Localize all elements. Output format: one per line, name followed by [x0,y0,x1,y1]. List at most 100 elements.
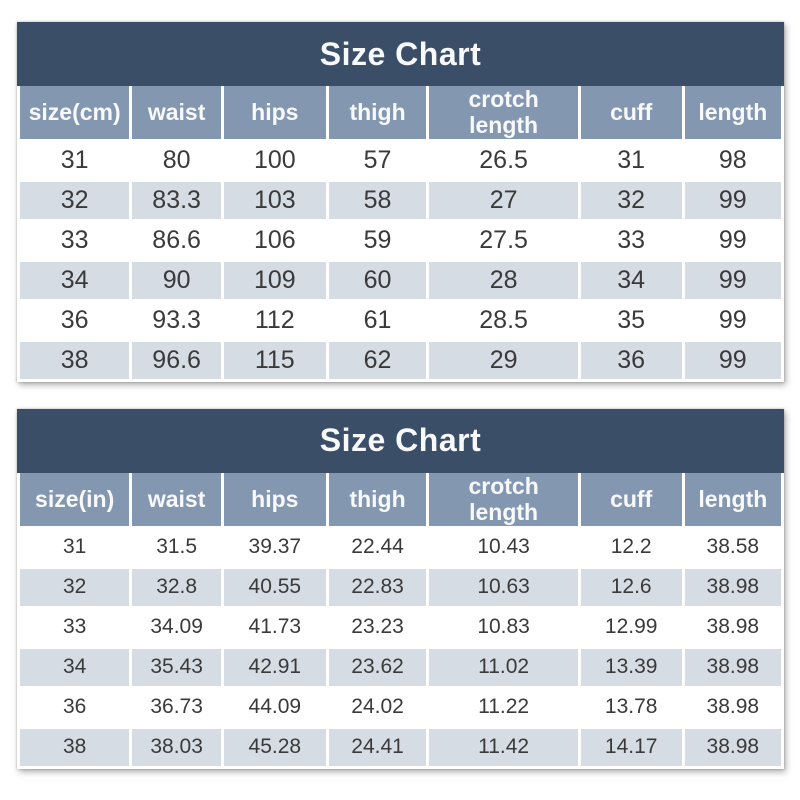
table-cell: 32 [16,565,133,609]
column-header-thigh: thigh [325,86,430,142]
table-cell: 32 [16,178,133,222]
column-header-hips: hips [220,472,329,529]
table-row: 31 31.5 39.37 22.44 10.43 12.2 38.58 [16,525,785,569]
table-cell: 38.98 [681,645,785,689]
table-cell: 31 [16,138,133,182]
table-row: 32 32.8 40.55 22.83 10.63 12.6 38.98 [16,565,785,609]
table-cell: 36 [577,338,685,382]
table-cell: 61 [325,298,430,342]
table-cell: 112 [220,298,329,342]
table-cell: 26.5 [426,138,581,182]
size-chart-table-in: Size Chart size(in) waist hips thigh crotch … [16,408,785,769]
column-header-size-in: size(in) [16,472,133,529]
table-cell: 11.22 [426,685,581,729]
header-row: size(cm) waist hips thigh crotch length cuff l… [16,86,785,142]
table-cell: 34 [16,258,133,302]
table-header-row: size(cm) waist hips thigh crotch length cuff l… [16,86,785,142]
table-cell: 99 [681,178,785,222]
table-cell: 31 [577,138,685,182]
table-cell: 44.09 [220,685,329,729]
column-header-cuff: cuff [577,86,685,142]
table-row: 36 93.3 112 61 28.5 35 99 [16,298,785,342]
table-cell: 99 [681,218,785,262]
table-cell: 38.98 [681,685,785,729]
column-header-waist: waist [129,472,224,529]
table-cell: 58 [325,178,430,222]
table-cell: 86.6 [129,218,224,262]
table-row: 36 36.73 44.09 24.02 11.22 13.78 38.98 [16,685,785,729]
table-cell: 34.09 [129,605,224,649]
table-cell: 13.39 [577,645,685,689]
table-row: 34 35.43 42.91 23.62 11.02 13.39 38.98 [16,645,785,689]
size-chart-table-cm: Size Chart size(cm) waist hips thigh crotch … [16,22,785,382]
table-cell: 36.73 [129,685,224,729]
table-cell: 22.44 [325,525,430,569]
table-cell: 33 [16,218,133,262]
table-cell: 13.78 [577,685,685,729]
table-cell: 14.17 [577,725,685,769]
table-cell: 103 [220,178,329,222]
table-cell: 98 [681,138,785,182]
measurements-table-cm: size(cm) waist hips thigh crotch length cuff l… [16,86,785,382]
table-cell: 10.43 [426,525,581,569]
table-cell: 38 [16,338,133,382]
table-header-row: size(in) waist hips thigh crotch length cuff l… [16,472,785,529]
table-cell: 11.42 [426,725,581,769]
table-cell: 10.63 [426,565,581,609]
table-cell: 57 [325,138,430,182]
table-cell: 62 [325,338,430,382]
table-cell: 38.98 [681,565,785,609]
table-cell: 59 [325,218,430,262]
table-cell: 42.91 [220,645,329,689]
table-cell: 33 [16,605,133,649]
table-row: 33 34.09 41.73 23.23 10.83 12.99 38.98 [16,605,785,649]
table-cell: 28 [426,258,581,302]
table-cell: 35.43 [129,645,224,689]
table-cell: 115 [220,338,329,382]
table-cell: 90 [129,258,224,302]
table-cell: 36 [16,685,133,729]
table-row: 31 80 100 57 26.5 31 98 [16,138,785,182]
table-cell: 32 [577,178,685,222]
column-header-cuff: cuff [577,472,685,529]
table-cell: 34 [16,645,133,689]
table-cell: 12.6 [577,565,685,609]
table-cell: 11.02 [426,645,581,689]
table-cell: 99 [681,258,785,302]
table-cell: 99 [681,298,785,342]
table-cell: 29 [426,338,581,382]
table-cell: 12.2 [577,525,685,569]
column-header-crotch-length: crotch length [426,86,581,142]
column-header-size-cm: size(cm) [16,86,133,142]
table-cell: 83.3 [129,178,224,222]
table-body: 31 80 100 57 26.5 31 98 32 83.3 103 58 27 32 99 33 86.6… [16,138,785,382]
table-cell: 33 [577,218,685,262]
table-body: 31 31.5 39.37 22.44 10.43 12.2 38.58 32 32.8 40.5… [16,525,785,769]
table-title-in: Size Chart [17,408,784,473]
column-header-hips: hips [220,86,329,142]
table-cell: 23.62 [325,645,430,689]
table-cell: 35 [577,298,685,342]
column-header-thigh: thigh [325,472,430,529]
table-cell: 41.73 [220,605,329,649]
table-cell: 32.8 [129,565,224,609]
table-cell: 23.23 [325,605,430,649]
header-row: size(in) waist hips thigh crotch length cuff l… [16,472,785,529]
table-cell: 38 [16,725,133,769]
table-cell: 10.83 [426,605,581,649]
table-cell: 28.5 [426,298,581,342]
table-cell: 100 [220,138,329,182]
table-cell: 80 [129,138,224,182]
column-header-length: length [681,472,785,529]
table-cell: 31.5 [129,525,224,569]
table-cell: 27.5 [426,218,581,262]
table-cell: 38.98 [681,725,785,769]
table-cell: 60 [325,258,430,302]
column-header-length: length [681,86,785,142]
table-cell: 38.58 [681,525,785,569]
table-cell: 27 [426,178,581,222]
measurements-table-in: size(in) waist hips thigh crotch length cuff l… [16,472,785,769]
table-cell: 22.83 [325,565,430,609]
table-cell: 24.41 [325,725,430,769]
